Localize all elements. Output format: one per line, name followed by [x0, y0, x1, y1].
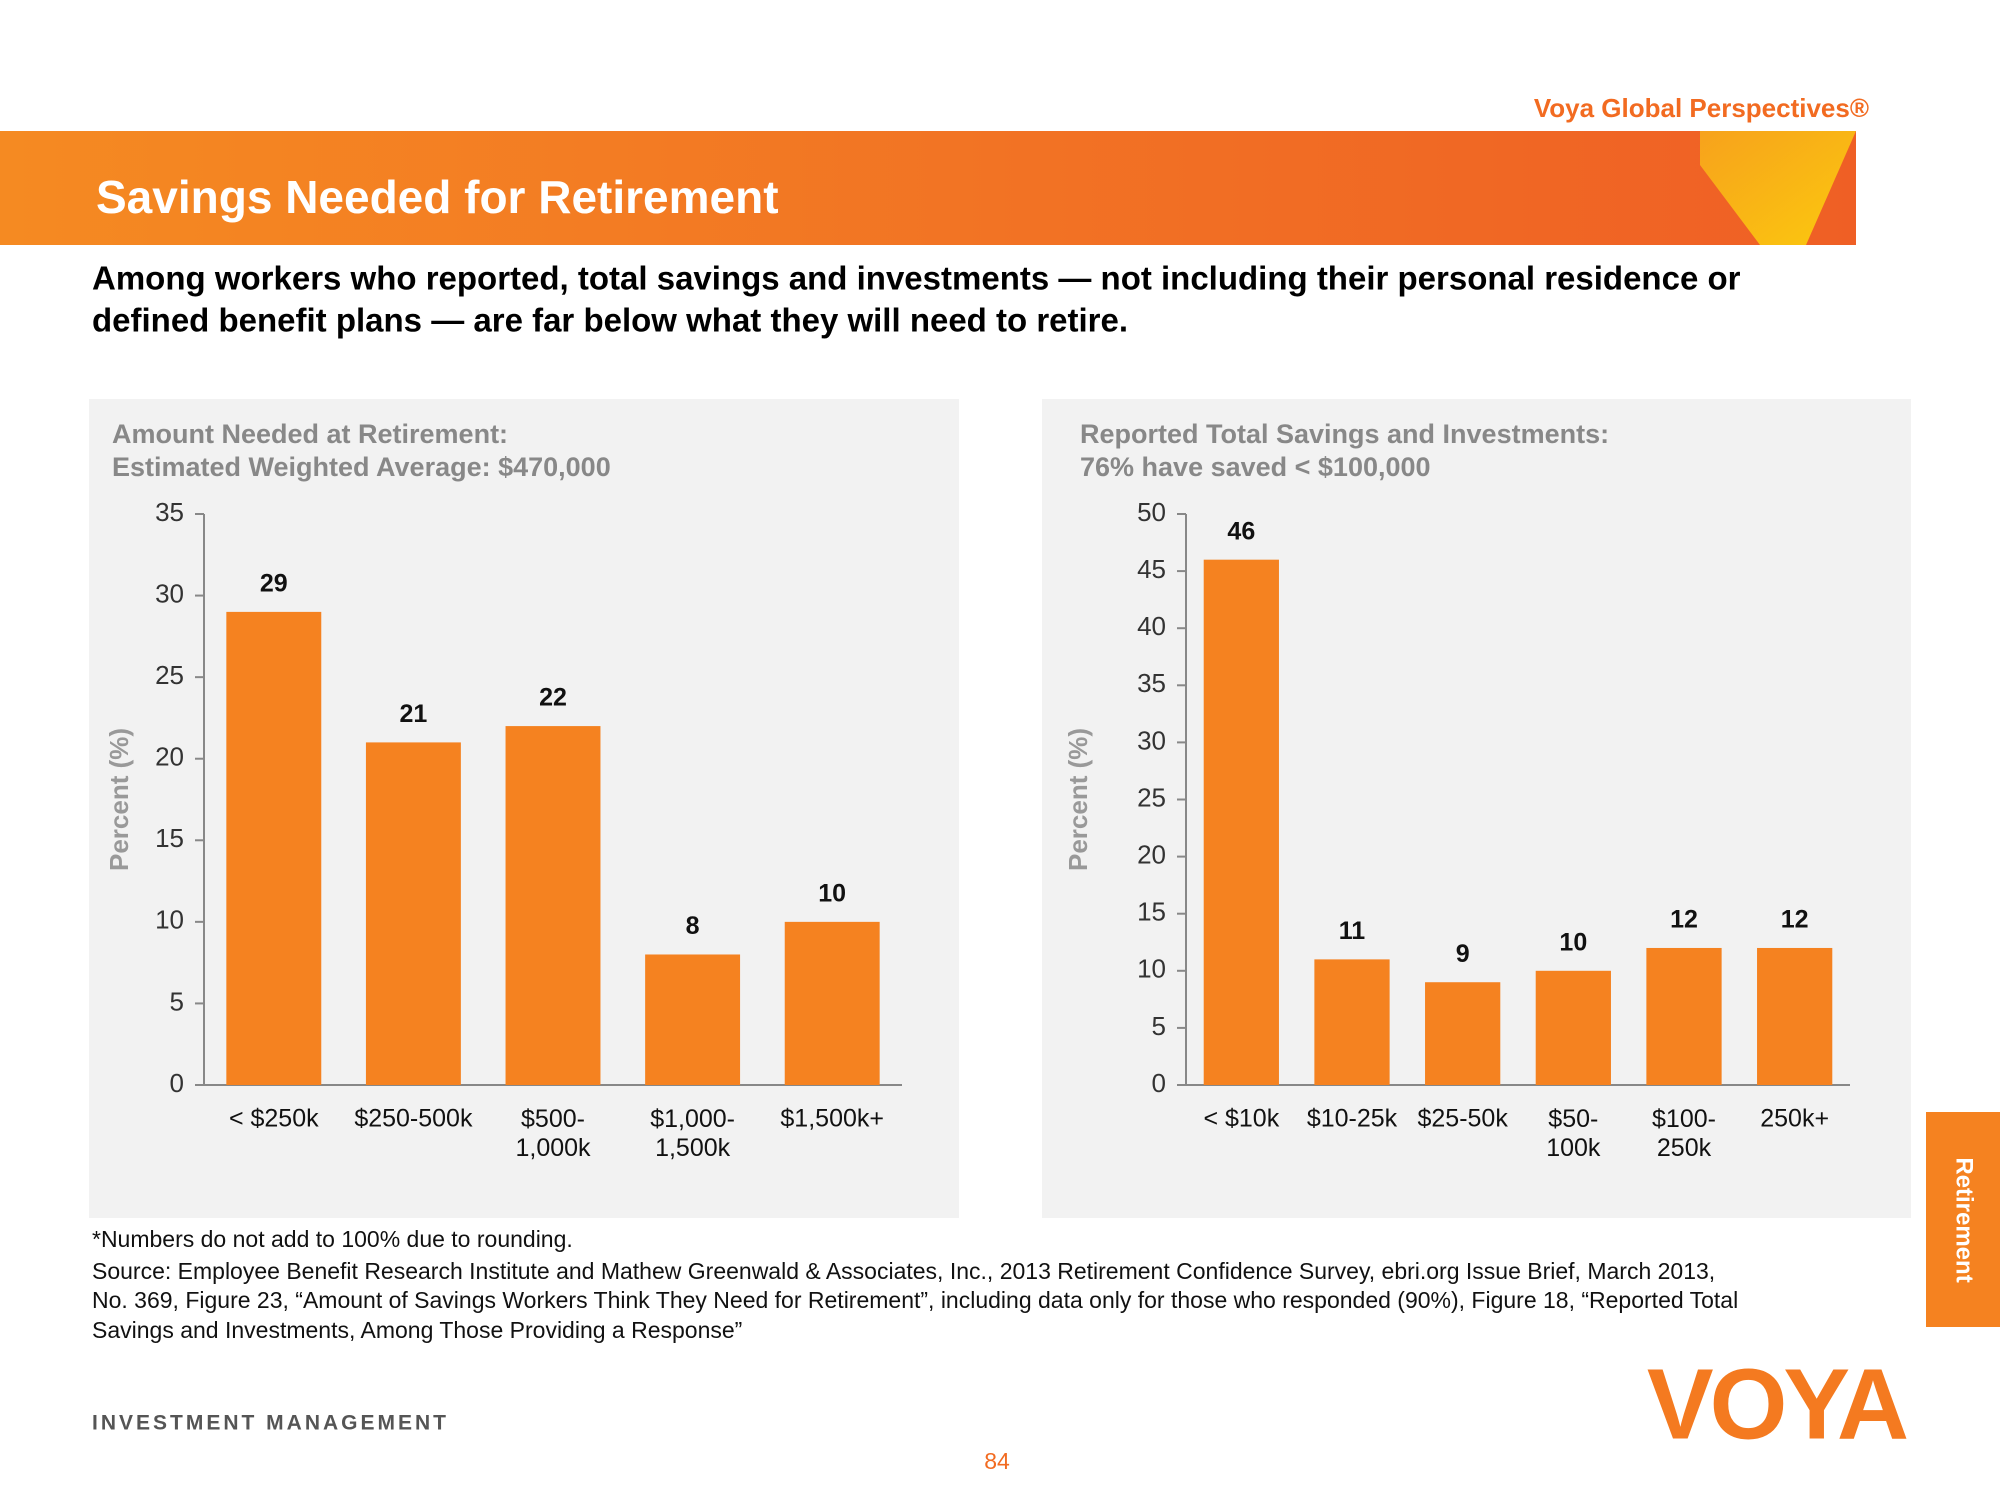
- bar: [1203, 559, 1279, 1085]
- chevron: [1700, 131, 1856, 245]
- chart-title: Amount Needed at Retirement:: [112, 419, 508, 449]
- y-tick-label: 15: [1137, 897, 1166, 927]
- lead-line: Among workers who reported, total saving…: [92, 260, 1741, 297]
- value-label: 21: [399, 700, 427, 728]
- bar: [1425, 982, 1501, 1085]
- x-tick-label: $25-50k: [1417, 1105, 1508, 1133]
- value-label: 12: [1781, 906, 1809, 934]
- chart-title: Reported Total Savings and Investments:: [1080, 419, 1609, 449]
- division: INVESTMENT MANAGEMENT: [92, 1412, 449, 1435]
- x-tick-label: $250-500k: [354, 1105, 473, 1133]
- footnote: Source: Employee Benefit Research Instit…: [92, 1258, 1715, 1284]
- y-axis-label: Percent (%): [1063, 728, 1093, 871]
- chart-subtitle: Estimated Weighted Average: $470,000: [112, 452, 611, 482]
- bar: [645, 954, 741, 1085]
- value-label: 8: [686, 912, 700, 940]
- title-band: [0, 131, 1856, 245]
- bar: [1314, 959, 1390, 1085]
- bar: [365, 742, 461, 1085]
- y-axis-label: Percent (%): [104, 728, 134, 871]
- bar: [784, 921, 880, 1085]
- y-tick-label: 10: [1137, 954, 1166, 984]
- x-tick-label: $10-25k: [1307, 1105, 1398, 1133]
- y-tick-label: 20: [155, 742, 184, 772]
- y-tick-label: 20: [1137, 839, 1166, 869]
- y-tick-label: 15: [155, 823, 184, 853]
- bar: [505, 726, 601, 1085]
- value-label: 29: [260, 569, 288, 597]
- bar: [226, 611, 322, 1085]
- value-label: 22: [539, 684, 567, 712]
- y-tick-label: 30: [1137, 725, 1166, 755]
- x-tick-label: < $250k: [229, 1105, 319, 1133]
- x-tick-label: $50-100k: [1546, 1105, 1601, 1162]
- y-tick-label: 5: [170, 986, 184, 1016]
- bar: [1757, 947, 1833, 1085]
- x-tick-label: 250k+: [1760, 1105, 1829, 1133]
- value-label: 10: [1559, 928, 1587, 956]
- x-tick-label: $100-250k: [1652, 1105, 1716, 1162]
- y-tick-label: 45: [1137, 554, 1166, 584]
- x-tick-label: $1,000-1,500k: [650, 1105, 735, 1162]
- brand: Voya Global Perspectives®: [1534, 93, 1869, 123]
- footnote: *Numbers do not add to 100% due to round…: [92, 1226, 573, 1252]
- y-tick-label: 35: [1137, 668, 1166, 698]
- x-tick-label: < $10k: [1203, 1105, 1279, 1133]
- y-tick-label: 10: [155, 905, 184, 935]
- value-label: 10: [818, 879, 846, 907]
- lead-line: defined benefit plans — are far below wh…: [92, 302, 1128, 339]
- chart-panel: [1042, 399, 1911, 1218]
- y-tick-label: 35: [155, 497, 184, 527]
- footnote: No. 369, Figure 23, “Amount of Savings W…: [92, 1287, 1738, 1313]
- x-tick-label: $1,500k+: [780, 1105, 884, 1133]
- y-tick-label: 40: [1137, 611, 1166, 641]
- y-tick-label: 0: [170, 1068, 184, 1098]
- y-tick-label: 25: [155, 660, 184, 690]
- value-label: 9: [1456, 940, 1470, 968]
- value-label: 12: [1670, 906, 1698, 934]
- footnote: Savings and Investments, Among Those Pro…: [92, 1317, 742, 1343]
- page-number: 84: [984, 1448, 1010, 1474]
- value-label: 11: [1339, 917, 1366, 945]
- chart-subtitle: 76% have saved < $100,000: [1080, 452, 1431, 482]
- y-tick-label: 30: [155, 578, 184, 608]
- bar: [1535, 970, 1611, 1085]
- value-label: 46: [1227, 517, 1255, 545]
- y-tick-label: 25: [1137, 782, 1166, 812]
- side-tab-label: Retirement: [1951, 1157, 1978, 1282]
- bar: [1646, 947, 1722, 1085]
- x-tick-label: $500-1,000k: [515, 1105, 591, 1162]
- side-tab: [1926, 1112, 2000, 1327]
- page-title: Savings Needed for Retirement: [96, 171, 779, 223]
- y-tick-label: 0: [1152, 1068, 1166, 1098]
- logo: VOYA: [1647, 1348, 1907, 1460]
- y-tick-label: 5: [1152, 1011, 1166, 1041]
- y-tick-label: 50: [1137, 497, 1166, 527]
